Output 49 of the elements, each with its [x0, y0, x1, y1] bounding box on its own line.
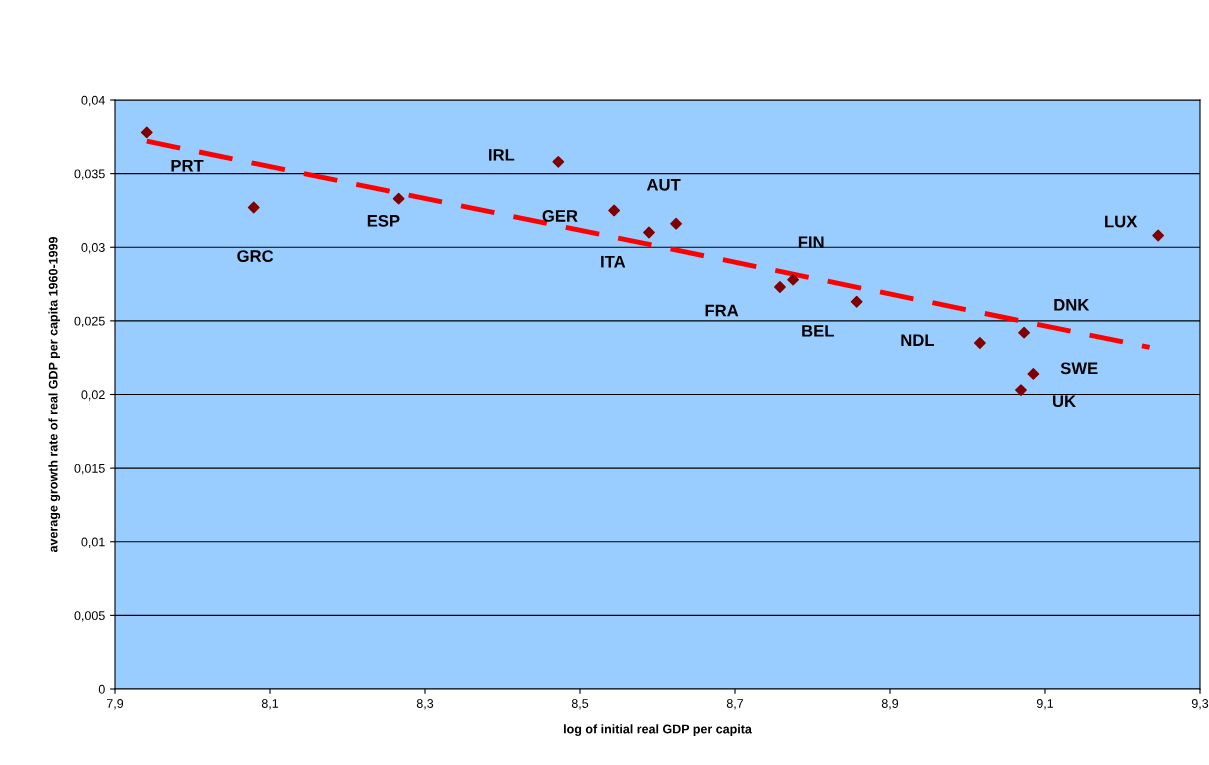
annotation: AUT: [646, 179, 681, 191]
point: [1015, 384, 1027, 396]
x-tick-label: 9,1: [1036, 699, 1054, 710]
point: [774, 281, 786, 293]
annotation: NDL: [901, 334, 935, 346]
annotation: PRT: [171, 159, 204, 172]
point: [1027, 367, 1040, 380]
x-tick-label: 9,3: [1191, 699, 1209, 710]
point: [608, 204, 620, 217]
point: [850, 295, 863, 308]
point: [787, 273, 800, 286]
x-tick-label: 8,7: [726, 699, 744, 710]
annotation: SWE: [1060, 362, 1098, 375]
x-tick-label: 7,9: [106, 699, 124, 710]
point: [1152, 229, 1165, 242]
y-tick-label: 0,005: [74, 611, 105, 622]
annotation: FIN: [798, 236, 824, 248]
annotation: BEL: [802, 325, 834, 337]
x-tick-label: 8,1: [261, 699, 279, 710]
x-axis-title: log of initial real GDP per capita: [564, 724, 752, 736]
y-tick-label: 0,025: [74, 316, 105, 327]
y-tick-label: 0,015: [74, 463, 105, 475]
annotation: LUX: [1105, 215, 1138, 228]
point: [974, 337, 986, 349]
x-tick-label: 8,9: [881, 699, 899, 710]
y-tick-label: 0,03: [81, 243, 105, 254]
point: [392, 192, 405, 205]
annotation: GER: [542, 210, 578, 222]
point: [1018, 326, 1030, 339]
x-tick-label: 8,5: [571, 699, 589, 710]
point: [140, 126, 153, 139]
annotation: ITA: [601, 255, 626, 268]
y-axis-title: average growth rate of real GDP per capita 1960-1999: [48, 237, 61, 553]
x-tick-label: 8,3: [416, 699, 434, 710]
y-tick-label: 0,04: [81, 95, 105, 107]
point: [670, 217, 682, 230]
annotation: ESP: [367, 214, 400, 227]
y-tick-label: 0,02: [81, 390, 105, 401]
annotation: DNK: [1054, 299, 1090, 311]
point: [643, 226, 655, 239]
annotation: UK: [1052, 395, 1076, 408]
annotation: GRC: [237, 250, 274, 262]
annotation: FRA: [705, 304, 739, 317]
point: [552, 155, 565, 168]
point: [247, 201, 260, 214]
y-tick-label: 0,01: [81, 537, 105, 548]
y-tick-label: 0: [98, 684, 105, 694]
annotation: IRL: [489, 149, 515, 161]
y-tick-label: 0,035: [74, 169, 105, 180]
